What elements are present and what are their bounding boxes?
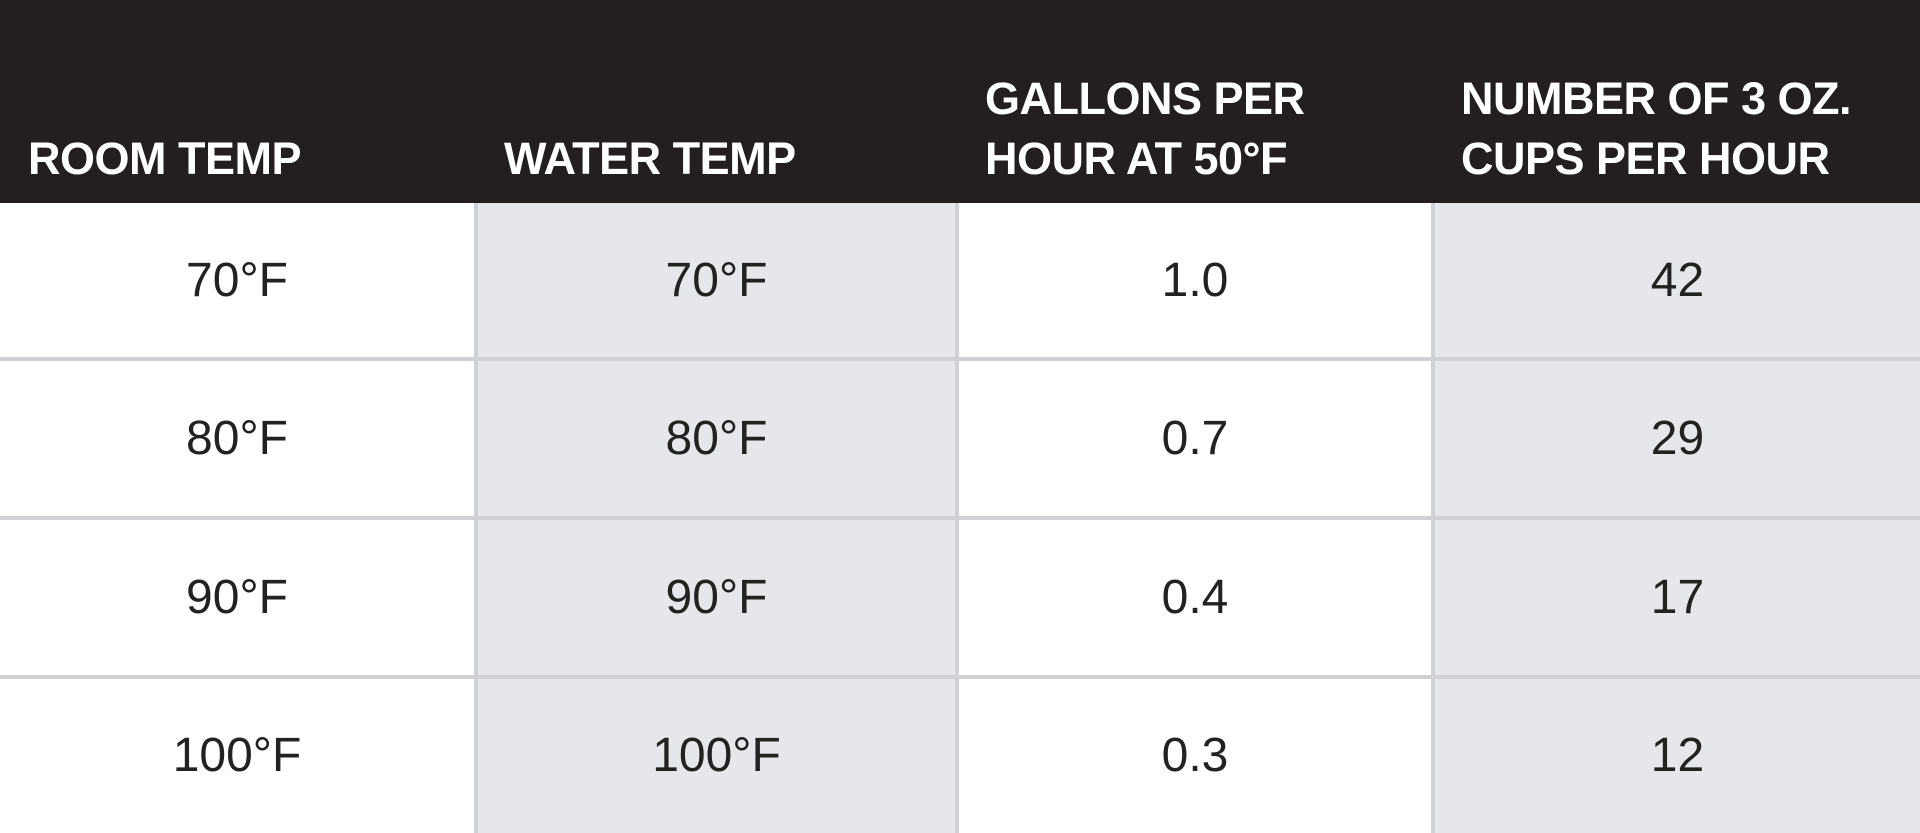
table-row: 90°F 90°F 0.4 17 <box>0 515 1920 679</box>
table-cell: 80°F <box>0 357 478 520</box>
table-cell: 0.4 <box>955 515 1435 679</box>
table-cell: 80°F <box>474 357 959 520</box>
table-cell: 1.0 <box>955 203 1435 362</box>
header-cell: GALLONS PER HOUR AT 50°F <box>957 0 1433 203</box>
table-cell: 90°F <box>0 515 478 679</box>
table-row: 80°F 80°F 0.7 29 <box>0 357 1920 520</box>
table-body: 70°F 70°F 1.0 42 80°F 80°F 0.7 29 90°F 90°F 0.4 17 1… <box>0 203 1920 833</box>
table-cell: 17 <box>1431 515 1920 679</box>
table-row: 100°F 100°F 0.3 12 <box>0 674 1920 833</box>
table-row: 70°F 70°F 1.0 42 <box>0 203 1920 362</box>
table-cell: 70°F <box>0 203 478 362</box>
table-cell: 12 <box>1431 674 1920 833</box>
table-cell: 42 <box>1431 203 1920 362</box>
table-cell: 100°F <box>0 674 478 833</box>
table-cell: 0.7 <box>955 357 1435 520</box>
table-cell: 100°F <box>474 674 959 833</box>
header-cell: ROOM TEMP <box>0 0 476 203</box>
header-cell: WATER TEMP <box>476 0 957 203</box>
table-cell: 90°F <box>474 515 959 679</box>
table-cell: 29 <box>1431 357 1920 520</box>
table-cell: 0.3 <box>955 674 1435 833</box>
header-cell: NUMBER OF 3 OZ. CUPS PER HOUR <box>1433 0 1920 203</box>
table-cell: 70°F <box>474 203 959 362</box>
header-row: ROOM TEMP WATER TEMP GALLONS PER HOUR AT 5… <box>0 0 1920 203</box>
